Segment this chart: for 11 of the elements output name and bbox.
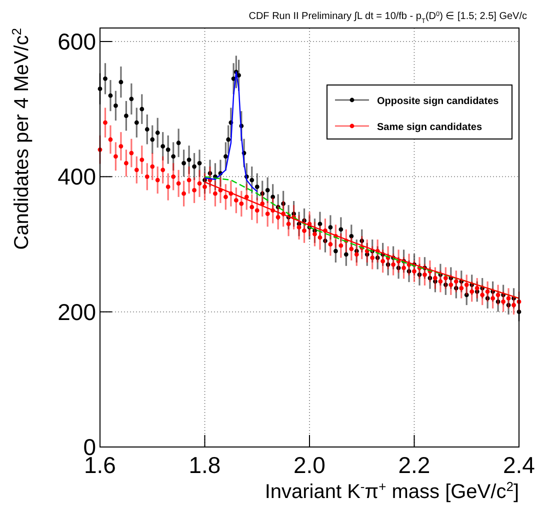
legend-label: Opposite sign candidates bbox=[377, 96, 500, 107]
x-axis-title: Invariant K$^{-}$π$^{+}$ mass [GeV/c$^{2}$] bbox=[264, 478, 519, 503]
x-tick-label: 2.0 bbox=[294, 452, 326, 478]
legend-label: Same sign candidates bbox=[377, 122, 482, 133]
y-tick-label: 200 bbox=[58, 298, 96, 325]
x-tick-label: 1.8 bbox=[188, 452, 221, 478]
y-tick-label: 600 bbox=[58, 28, 96, 55]
chart-title: CDF Run II Preliminary ∫L dt = 10/fb - p$_{T}$(D$^{0}$) ∈ [1.5; 2.5] GeV/c bbox=[248, 10, 527, 24]
x-tick-label: 2.2 bbox=[398, 452, 430, 478]
y-tick-label: 400 bbox=[58, 164, 96, 190]
x-tick-label: 2.4 bbox=[503, 452, 536, 478]
